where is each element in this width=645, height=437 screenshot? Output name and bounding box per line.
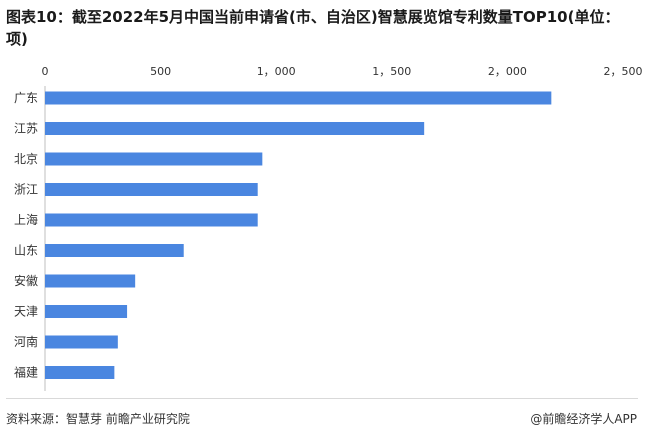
category-label: 江苏 bbox=[14, 122, 38, 136]
bar bbox=[45, 213, 258, 227]
x-axis-ticks: 0 500 1，000 1，500 2，000 2，500 bbox=[42, 65, 643, 78]
x-tick-label: 1，500 bbox=[372, 65, 411, 78]
source-note: 资料来源：智慧芽 前瞻产业研究院 bbox=[6, 412, 190, 426]
x-tick-label: 1，000 bbox=[257, 65, 296, 78]
category-label: 上海 bbox=[14, 212, 38, 227]
bar bbox=[45, 152, 263, 166]
bar bbox=[45, 335, 118, 349]
bar bbox=[45, 305, 128, 318]
x-tick-label: 2，500 bbox=[604, 65, 643, 78]
bar bbox=[45, 366, 115, 379]
category-label: 福建 bbox=[14, 365, 38, 380]
bar-chart: 0 500 1，000 1，500 2，000 2，500 广东江苏北京浙江上海山东安徽天… bbox=[14, 65, 643, 391]
chart-title: 图表10：截至2022年5月中国当前申请省(市、自治区)智慧展览馆专利数量TOP… bbox=[6, 8, 620, 48]
bar bbox=[45, 244, 184, 257]
bar bbox=[45, 183, 258, 196]
category-label: 河南 bbox=[14, 334, 38, 349]
x-tick-label: 500 bbox=[150, 65, 171, 78]
bar bbox=[45, 122, 425, 135]
category-label: 安徽 bbox=[14, 273, 38, 288]
category-label: 浙江 bbox=[14, 183, 38, 197]
brand-label: @前瞻经济学人APP bbox=[530, 412, 637, 426]
x-tick-label: 2，000 bbox=[488, 65, 527, 78]
category-label: 山东 bbox=[14, 244, 38, 258]
x-tick-label: 0 bbox=[42, 65, 49, 78]
category-label: 广东 bbox=[14, 91, 38, 105]
footer-divider bbox=[6, 398, 638, 399]
category-label: 天津 bbox=[14, 305, 38, 319]
category-label: 北京 bbox=[14, 152, 38, 166]
bar bbox=[45, 274, 136, 288]
bar bbox=[45, 91, 552, 105]
bars bbox=[45, 91, 552, 379]
